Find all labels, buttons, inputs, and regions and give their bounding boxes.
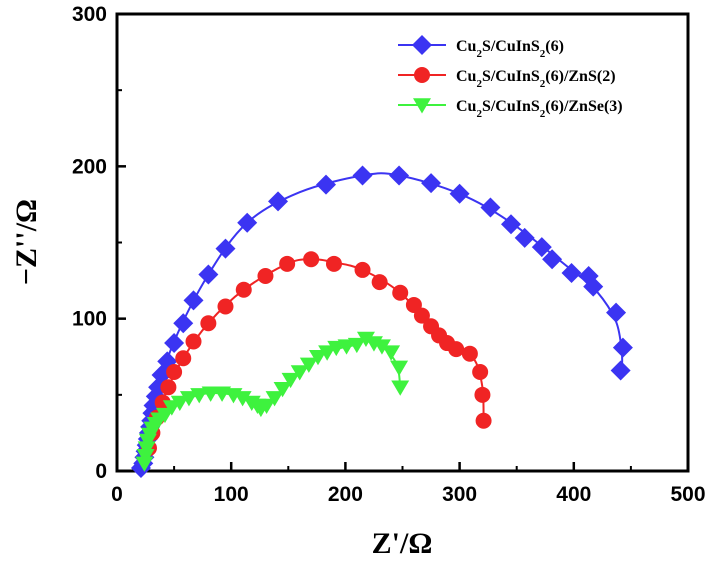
y-tick-label: 300: [72, 3, 107, 26]
circle-marker: [472, 363, 489, 380]
triangle-marker: [347, 337, 366, 354]
triangle-marker: [137, 441, 156, 457]
triangle-marker: [273, 381, 292, 398]
legend-label-1: Cu2S/CuInS2(6): [456, 38, 564, 60]
x-axis-title: Z'/Ω: [372, 527, 433, 560]
circle-marker: [235, 281, 252, 298]
legend: Cu2S/CuInS2(6) Cu2S/CuInS2(6)/ZnS(2) Cu2S/…: [398, 35, 623, 120]
triangle-marker: [179, 391, 198, 407]
diamond-marker: [183, 290, 204, 311]
x-tick-label: 500: [670, 483, 705, 506]
circle-marker: [217, 298, 234, 315]
triangle-marker: [201, 386, 220, 402]
circle-marker: [160, 379, 177, 396]
circle-marker: [279, 255, 296, 272]
x-tick-label: 0: [111, 483, 123, 506]
triangle-marker: [308, 350, 327, 366]
triangle-marker: [257, 398, 276, 415]
triangle-marker: [233, 391, 252, 407]
legend-label-2: Cu2S/CuInS2(6)/ZnS(2): [456, 68, 616, 90]
legend-label-3: Cu2S/CuInS2(6)/ZnSe(3): [456, 98, 623, 120]
triangle-marker: [135, 456, 154, 472]
circle-marker: [185, 333, 202, 350]
triangle-marker: [382, 345, 401, 361]
circle-marker: [200, 315, 217, 332]
triangle-marker: [190, 388, 209, 404]
legend-triangle-marker: [413, 98, 431, 114]
diamond-marker: [173, 313, 194, 334]
triangle-marker: [155, 407, 174, 424]
triangle-marker: [391, 380, 410, 396]
diamond-marker: [389, 165, 410, 186]
legend-circle-marker: [414, 67, 430, 83]
x-axis: 0 100 200 300 400 500: [111, 462, 706, 506]
diamond-marker: [315, 174, 336, 195]
triangle-marker: [170, 395, 189, 411]
circle-marker: [461, 345, 478, 362]
diamond-marker: [531, 237, 552, 258]
triangle-marker: [372, 339, 391, 355]
diamond-marker: [583, 276, 604, 297]
circle-marker: [475, 412, 492, 429]
circle-marker: [325, 255, 342, 272]
diamond-marker: [449, 183, 470, 204]
diamond-marker: [215, 238, 236, 259]
triangle-marker: [390, 360, 409, 376]
diamond-marker: [237, 212, 258, 233]
circle-marker: [413, 307, 430, 324]
diamond-marker: [606, 302, 627, 323]
circle-marker: [392, 284, 409, 301]
diamond-marker: [421, 173, 442, 194]
x-tick-label: 100: [214, 483, 249, 506]
diamond-marker: [198, 264, 219, 285]
circle-marker: [474, 386, 491, 403]
legend-diamond-marker: [412, 35, 432, 55]
diamond-marker: [514, 227, 535, 248]
diamond-marker: [480, 197, 501, 218]
circle-marker: [354, 261, 371, 278]
triangle-marker: [318, 345, 337, 361]
circle-marker: [303, 251, 320, 268]
triangle-marker: [290, 365, 309, 381]
y-axis: 0 100 200 300: [72, 3, 126, 483]
y-tick-label: 200: [72, 155, 107, 178]
diamond-marker: [500, 214, 521, 235]
y-tick-label: 0: [95, 460, 107, 483]
circle-marker: [166, 363, 183, 380]
diamond-marker: [164, 333, 185, 354]
triangle-marker: [281, 372, 300, 389]
diamond-marker: [352, 165, 373, 186]
data-markers: [130, 165, 633, 478]
x-tick-label: 200: [328, 483, 363, 506]
series-3-markers: [135, 331, 410, 472]
diamond-marker: [610, 360, 631, 381]
triangle-marker: [265, 391, 284, 407]
diamond-marker: [542, 249, 563, 270]
triangle-marker: [356, 331, 375, 348]
x-tick-label: 400: [556, 483, 591, 506]
circle-marker: [371, 274, 388, 291]
x-tick-label: 300: [442, 483, 477, 506]
y-axis-title: −Z''/Ω: [10, 199, 43, 285]
diamond-marker: [612, 337, 633, 358]
diamond-marker: [268, 191, 289, 212]
circle-marker: [448, 341, 465, 358]
circle-marker: [175, 350, 192, 367]
triangle-marker: [136, 449, 155, 465]
y-tick-label: 100: [72, 308, 107, 331]
triangle-marker: [299, 357, 318, 373]
circle-marker: [257, 268, 274, 285]
diamond-marker: [561, 262, 582, 283]
